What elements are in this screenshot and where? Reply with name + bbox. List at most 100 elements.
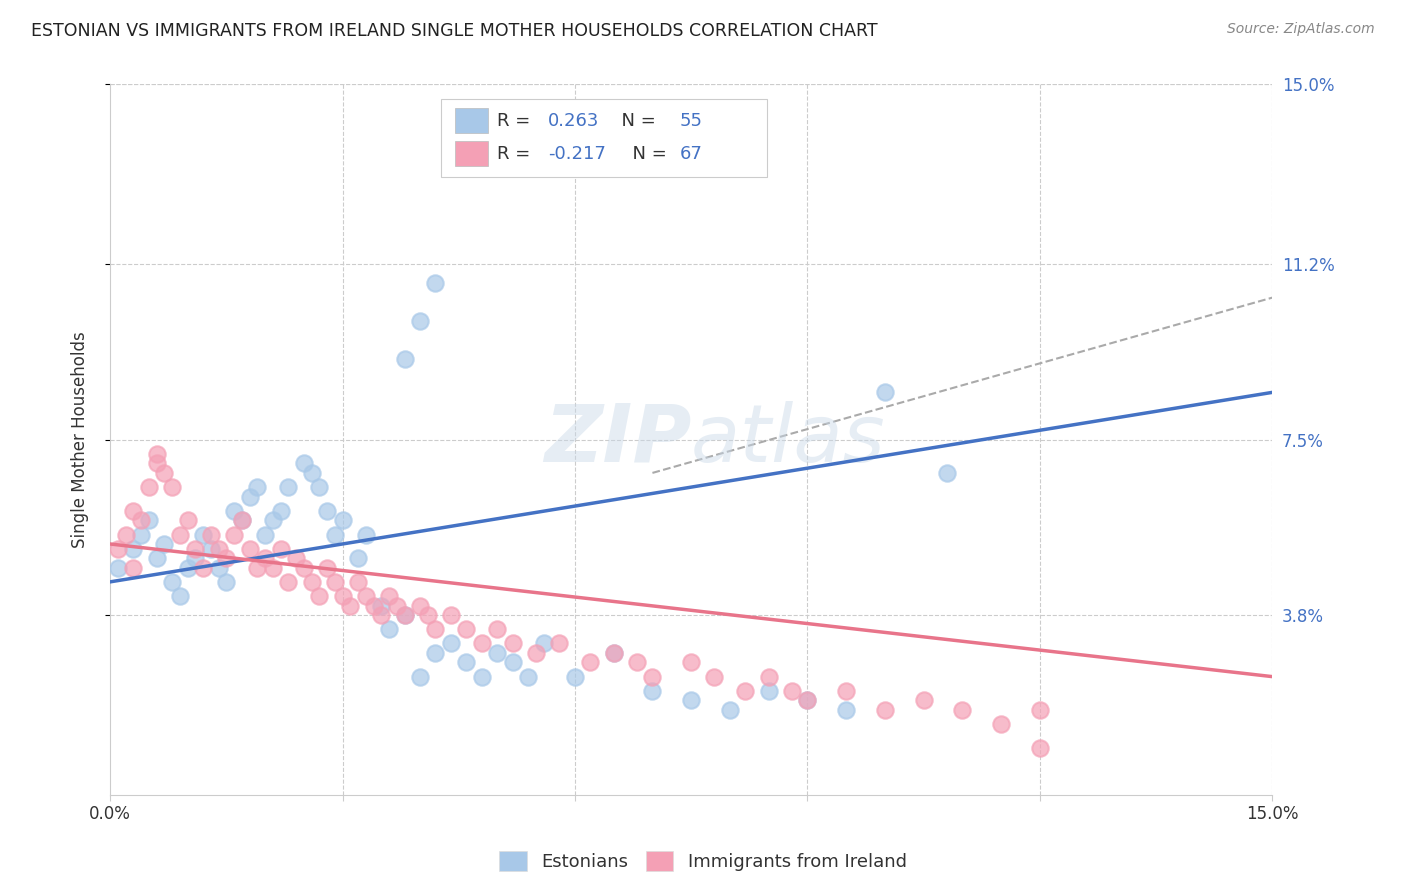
Text: 0.263: 0.263	[548, 112, 599, 129]
Point	[184, 551, 207, 566]
Point	[641, 683, 664, 698]
Point	[270, 504, 292, 518]
FancyBboxPatch shape	[456, 108, 488, 133]
Point	[471, 670, 494, 684]
Point	[169, 527, 191, 541]
Point	[301, 466, 323, 480]
Point	[316, 560, 339, 574]
Text: R =: R =	[498, 145, 536, 163]
Point	[169, 589, 191, 603]
Point	[456, 622, 478, 636]
Point	[323, 527, 346, 541]
Point	[641, 670, 664, 684]
Point	[316, 504, 339, 518]
Point	[129, 527, 152, 541]
Point	[153, 537, 176, 551]
Point	[425, 622, 447, 636]
Point	[270, 541, 292, 556]
Point	[122, 541, 145, 556]
Text: R =: R =	[498, 112, 536, 129]
Point	[207, 560, 229, 574]
Point	[370, 608, 392, 623]
Point	[394, 608, 416, 623]
Point	[734, 683, 756, 698]
Text: N =: N =	[610, 112, 661, 129]
Point	[292, 457, 315, 471]
Point	[548, 636, 571, 650]
Point	[323, 574, 346, 589]
Text: ZIP: ZIP	[544, 401, 692, 479]
Point	[409, 670, 432, 684]
Point	[703, 670, 725, 684]
Point	[378, 622, 401, 636]
Point	[394, 352, 416, 367]
Point	[246, 560, 269, 574]
Point	[835, 683, 858, 698]
Point	[285, 551, 308, 566]
Point	[394, 608, 416, 623]
Point	[160, 480, 183, 494]
Point	[758, 683, 780, 698]
Point	[602, 646, 624, 660]
Point	[517, 670, 540, 684]
Point	[231, 513, 253, 527]
Point	[231, 513, 253, 527]
Point	[200, 541, 222, 556]
Point	[950, 703, 973, 717]
Point	[502, 656, 524, 670]
Point	[222, 527, 245, 541]
Point	[332, 589, 354, 603]
Point	[780, 683, 803, 698]
Point	[1029, 740, 1052, 755]
Point	[425, 646, 447, 660]
Point	[153, 466, 176, 480]
Point	[176, 560, 198, 574]
Point	[254, 527, 277, 541]
Point	[796, 693, 818, 707]
Point	[184, 541, 207, 556]
Point	[835, 703, 858, 717]
Point	[409, 314, 432, 328]
Point	[122, 560, 145, 574]
Point	[339, 599, 361, 613]
Point	[254, 551, 277, 566]
Text: 67: 67	[679, 145, 703, 163]
Point	[456, 656, 478, 670]
Point	[215, 574, 238, 589]
Text: N =: N =	[621, 145, 673, 163]
Point	[486, 622, 509, 636]
Text: atlas: atlas	[692, 401, 886, 479]
Point	[564, 670, 586, 684]
Point	[796, 693, 818, 707]
Point	[347, 551, 370, 566]
Point	[354, 589, 377, 603]
Point	[238, 541, 260, 556]
Point	[363, 599, 385, 613]
Legend: Estonians, Immigrants from Ireland: Estonians, Immigrants from Ireland	[492, 844, 914, 879]
Point	[416, 608, 439, 623]
Point	[207, 541, 229, 556]
Point	[262, 513, 284, 527]
Point	[277, 574, 299, 589]
Point	[912, 693, 935, 707]
Point	[602, 646, 624, 660]
Point	[1029, 703, 1052, 717]
Point	[440, 608, 463, 623]
Point	[129, 513, 152, 527]
Point	[292, 560, 315, 574]
FancyBboxPatch shape	[456, 141, 488, 166]
Point	[524, 646, 547, 660]
Point	[145, 551, 167, 566]
Point	[990, 717, 1012, 731]
Point	[145, 447, 167, 461]
Point	[440, 636, 463, 650]
Point	[191, 560, 214, 574]
Point	[114, 527, 136, 541]
Point	[200, 527, 222, 541]
Point	[138, 513, 160, 527]
Point	[238, 490, 260, 504]
Point	[873, 385, 896, 400]
Point	[718, 703, 741, 717]
Point	[471, 636, 494, 650]
Point	[107, 541, 129, 556]
